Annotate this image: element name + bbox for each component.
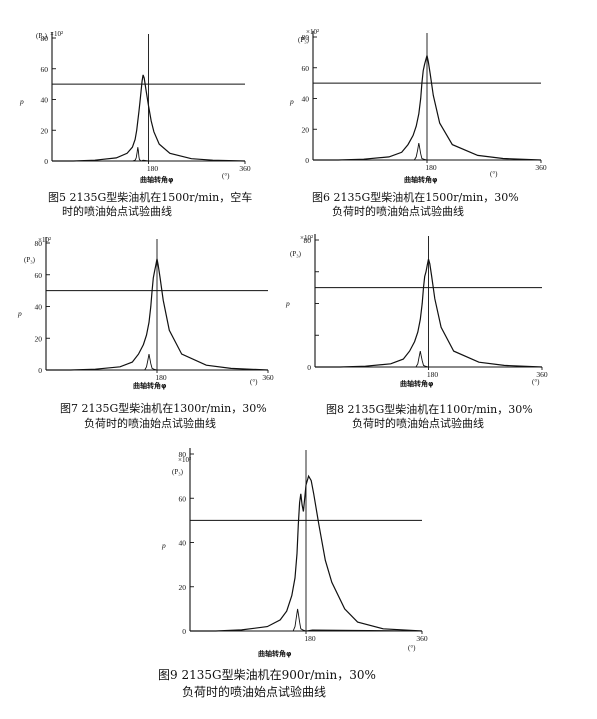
figure-6-x-unit: (°) <box>490 170 498 178</box>
x-tick-label: 360 <box>535 163 547 172</box>
y-tick-label: 20 <box>302 125 310 134</box>
pressure-trace <box>52 74 246 162</box>
figure-6-plot: 20 40 60 80 0 180 360 <box>302 31 547 172</box>
y-tick-label: 20 <box>179 583 187 592</box>
y-tick-label: 80 <box>304 236 312 245</box>
x-tick-label: 180 <box>155 373 167 382</box>
figure-6-x-label: 曲轴转角φ <box>404 175 438 184</box>
y-tick-label: 20 <box>41 126 49 135</box>
figure-8: 80 0 180 360 (P₃) ×10² p 曲轴转角φ (°) 图8 2135G… <box>285 234 548 430</box>
figure-6-caption-line1: 图6 2135G型柴油机在1500r/min，30% <box>312 190 519 204</box>
figure-6-y-symbol: p <box>289 97 294 106</box>
y-tick-label: 40 <box>302 95 310 104</box>
figure-6-y-multiplier: ×10² <box>306 28 319 36</box>
y-tick-label-zero: 0 <box>182 627 186 636</box>
figure-8-caption-line1: 图8 2135G型柴油机在1100r/min，30% <box>326 402 533 416</box>
figure-5-caption-line1: 图5 2135G型柴油机在1500r/min，空车 <box>48 190 252 204</box>
figure-9-caption-line1: 图9 2135G型柴油机在900r/min，30% <box>158 668 376 682</box>
figure-8-plot: 80 0 180 360 <box>304 234 548 379</box>
x-tick-label: 180 <box>425 163 437 172</box>
figure-7-y-unit: (P₃) <box>24 256 36 264</box>
figure-7: 20 40 60 80 0 180 360 (P₃) ×10² p 曲轴转角φ (°) 图7… <box>17 236 274 430</box>
figure-9-y-multiplier: ×10² <box>178 456 191 464</box>
figure-7-caption-line2: 负荷时的喷油始点试验曲线 <box>84 416 216 430</box>
x-tick-label: 360 <box>239 164 251 173</box>
needle-lift-trace <box>52 147 245 162</box>
needle-lift-trace <box>190 608 423 632</box>
figure-9-caption-line2: 负荷时的喷油始点试验曲线 <box>182 684 326 699</box>
figure-6-y-unit: (P₃) <box>298 36 310 44</box>
needle-lift-trace <box>315 351 542 368</box>
pressure-trace <box>46 258 269 371</box>
y-tick-label: 40 <box>41 96 49 105</box>
figure-5-y-symbol: p <box>19 97 24 106</box>
y-tick-label: 40 <box>179 539 187 548</box>
y-tick-label-zero: 0 <box>305 156 309 165</box>
x-tick-label: 180 <box>147 164 159 173</box>
figure-8-y-symbol: p <box>285 299 290 308</box>
figure-5-x-label: 曲轴转角φ <box>140 175 174 184</box>
figure-7-x-unit: (°) <box>250 378 258 386</box>
figure-5-caption-line2: 时的喷油始点试验曲线 <box>62 204 172 218</box>
y-tick-label-zero: 0 <box>44 157 48 166</box>
figure-7-x-label: 曲轴转角φ <box>133 381 167 390</box>
y-tick-label: 60 <box>302 64 310 73</box>
pressure-trace <box>190 474 423 632</box>
y-tick-label: 60 <box>35 271 43 280</box>
figure-8-y-multiplier: ×10² <box>300 234 313 242</box>
y-tick-label: 80 <box>35 239 43 248</box>
figure-8-y-unit: (P₃) <box>290 250 302 258</box>
x-tick-label: 360 <box>262 373 274 382</box>
figure-9-y-symbol: p <box>161 541 166 550</box>
figure-5: 20 40 60 80 0 180 360 (P₃) ×10² p 曲轴转角φ (°) 图5… <box>19 30 252 218</box>
y-tick-label: 80 <box>41 34 49 43</box>
x-tick-label: 180 <box>304 634 316 643</box>
y-tick-label: 40 <box>35 303 43 312</box>
y-tick-label-zero: 0 <box>307 363 311 372</box>
needle-lift-trace <box>46 354 268 371</box>
y-tick-label-zero: 0 <box>38 366 42 375</box>
figure-8-x-unit: (°) <box>532 378 540 386</box>
figure-8-x-label: 曲轴转角φ <box>400 379 434 388</box>
x-tick-label: 180 <box>427 370 439 379</box>
figure-7-y-symbol: p <box>17 309 22 318</box>
figure-5-y-multiplier: ×10² <box>50 30 63 38</box>
figure-5-x-unit: (°) <box>222 172 230 180</box>
x-tick-label: 360 <box>416 634 428 643</box>
figure-7-caption-line1: 图7 2135G型柴油机在1300r/min，30% <box>60 401 267 415</box>
y-tick-label: 80 <box>179 450 187 459</box>
y-tick-label: 80 <box>302 33 310 42</box>
figure-5-y-unit: (P₃) <box>36 32 48 40</box>
x-tick-label: 360 <box>536 370 548 379</box>
figure-9-plot: 20 40 60 80 0 180 360 <box>179 448 428 643</box>
y-tick-label: 20 <box>35 334 43 343</box>
figure-9-y-unit: (P₃) <box>172 468 184 476</box>
pressure-trace <box>313 55 542 161</box>
needle-lift-trace <box>313 143 541 161</box>
y-tick-label: 60 <box>179 494 187 503</box>
figure-7-plot: 20 40 60 80 0 180 360 <box>35 237 274 382</box>
figure-9: 20 40 60 80 0 180 360 (P₃) ×10² p 曲轴转角φ (°) 图9… <box>158 448 428 699</box>
figure-6-caption-line2: 负荷时的喷油始点试验曲线 <box>332 204 464 218</box>
figure-6: 20 40 60 80 0 180 360 (P₃) ×10² p 曲轴转角φ (°) 图6… <box>289 28 547 218</box>
figure-7-y-multiplier: ×10² <box>38 236 51 244</box>
figure-9-x-label: 曲轴转角φ <box>258 649 292 658</box>
figure-5-plot: 20 40 60 80 0 180 360 <box>41 32 251 173</box>
pressure-trace <box>315 258 543 368</box>
y-tick-label: 60 <box>41 65 49 74</box>
figure-9-x-unit: (°) <box>408 644 416 652</box>
figure-8-caption-line2: 负荷时的喷油始点试验曲线 <box>352 416 484 430</box>
